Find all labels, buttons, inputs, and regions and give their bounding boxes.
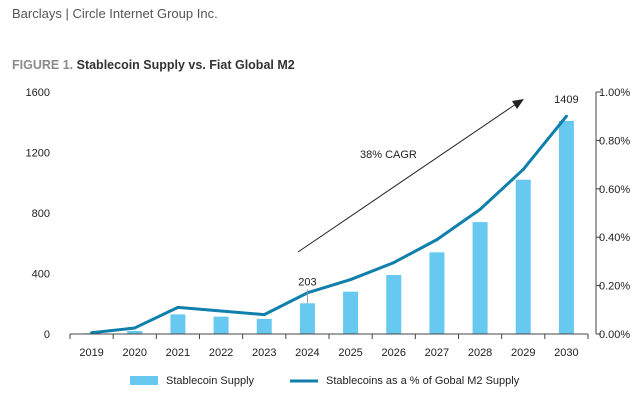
bar-2028 [472, 222, 488, 334]
bar-2027 [429, 252, 445, 334]
right-y-tick-label: 0.40% [599, 232, 630, 244]
left-y-tick-label: 800 [32, 208, 50, 220]
line-point-2028 [478, 207, 482, 211]
bar-series [84, 120, 574, 334]
right-y-tick-label: 0.60% [599, 184, 630, 196]
x-tick-label: 2030 [554, 347, 578, 359]
line-point-2029 [521, 167, 525, 171]
source-header: Barclays | Circle Internet Group Inc. [12, 6, 218, 21]
bar-2029 [515, 179, 531, 334]
figure-title-text: Stablecoin Supply vs. Fiat Global M2 [76, 58, 295, 72]
legend-bar-swatch [130, 376, 158, 385]
bar-2023 [256, 318, 272, 334]
line-point-2026 [392, 261, 396, 265]
cagr-arrow-line [297, 103, 517, 253]
bar-2030 [558, 120, 574, 334]
legend: Stablecoin Supply Stablecoins as a % of G… [130, 375, 520, 387]
x-tick-label: 2023 [252, 347, 276, 359]
data-label-2024: 203 [298, 276, 316, 288]
x-tick-label: 2027 [425, 347, 449, 359]
line-point-2021 [176, 305, 180, 309]
figure-title: FIGURE 1. Stablecoin Supply vs. Fiat Glo… [12, 58, 295, 72]
right-y-tick-label: 0.00% [599, 329, 630, 341]
bar-2024 [299, 303, 315, 334]
line-point-2027 [435, 238, 439, 242]
line-point-2023 [262, 313, 266, 317]
x-tick-label: 2024 [295, 347, 319, 359]
cagr-arrow-head [512, 99, 524, 109]
figure-number: FIGURE 1. [12, 58, 74, 72]
bar-2020 [127, 330, 143, 334]
left-y-tick-label: 1600 [26, 87, 50, 99]
bar-2022 [213, 316, 229, 334]
line-point-2025 [349, 278, 353, 282]
data-labels: 203 1409 [298, 94, 579, 304]
legend-bar-label: Stablecoin Supply [166, 375, 255, 387]
left-y-tick-label: 400 [32, 269, 50, 281]
axes: 2019 2020 2021 2022 2023 2024 2025 2026 2027 2028… [26, 87, 631, 359]
right-y-tick-label: 0.80% [599, 135, 630, 147]
bar-2025 [343, 291, 359, 334]
data-label-2030: 1409 [554, 94, 578, 106]
x-tick-label: 2020 [123, 347, 147, 359]
cagr-annotation: 38% CAGR [360, 149, 417, 161]
line-point-2020 [133, 326, 137, 330]
x-tick-label: 2022 [209, 347, 233, 359]
left-y-tick-label: 0 [44, 329, 50, 341]
legend-line-label: Stablecoins as a % of Gobal M2 Supply [326, 375, 520, 387]
right-y-tick-label: 1.00% [599, 87, 630, 99]
left-y-tick-label: 1200 [26, 148, 50, 160]
right-y-tick-label: 0.20% [599, 281, 630, 293]
x-tick-label: 2028 [468, 347, 492, 359]
bar-2026 [386, 275, 402, 334]
annotations: 38% CAGR [297, 99, 524, 253]
x-tick-label: 2021 [166, 347, 190, 359]
x-tick-label: 2026 [382, 347, 406, 359]
x-tick-label: 2019 [79, 347, 103, 359]
bar-2021 [170, 314, 186, 334]
line-series [91, 115, 568, 335]
x-tick-label: 2029 [511, 347, 535, 359]
line-point-2030 [564, 114, 568, 118]
line-series-group [90, 114, 568, 335]
x-tick-label: 2025 [338, 347, 362, 359]
line-point-2022 [219, 309, 223, 313]
